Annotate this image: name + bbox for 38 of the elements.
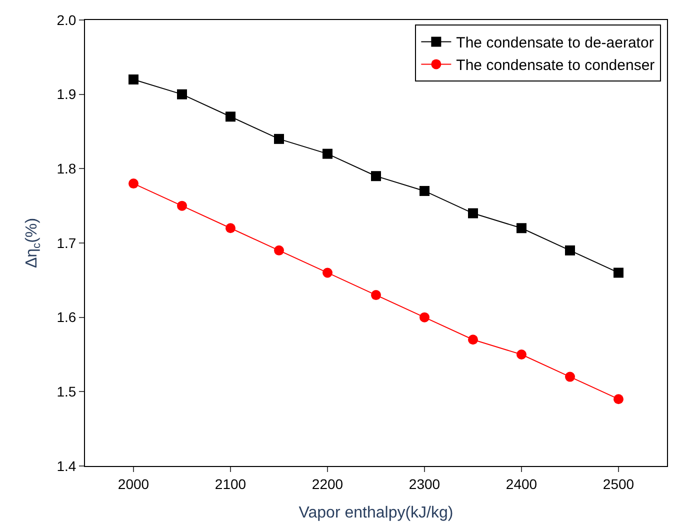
point bbox=[274, 245, 284, 256]
point bbox=[274, 134, 284, 144]
point bbox=[177, 200, 187, 211]
point bbox=[516, 223, 526, 234]
point bbox=[128, 74, 138, 84]
point bbox=[516, 350, 526, 360]
y-tick-label: 1.8 bbox=[56, 160, 76, 177]
point bbox=[565, 372, 575, 382]
point bbox=[420, 186, 430, 196]
point bbox=[322, 268, 332, 278]
y-tick-label: 1.4 bbox=[56, 458, 76, 474]
legend-label: The condensate to de-aerator bbox=[456, 34, 654, 52]
point bbox=[468, 334, 478, 345]
y-tick-label: 1.9 bbox=[56, 86, 76, 102]
x-tick-label: 2000 bbox=[118, 476, 150, 492]
point bbox=[614, 268, 624, 278]
y-tick-label: 2.0 bbox=[56, 12, 76, 28]
point bbox=[371, 290, 381, 300]
y-tick-label: 1.5 bbox=[56, 384, 76, 400]
point bbox=[226, 112, 236, 122]
y-tick-label: 1.6 bbox=[56, 309, 76, 326]
point bbox=[420, 312, 430, 322]
point bbox=[614, 394, 624, 404]
point bbox=[371, 171, 381, 182]
x-tick-label: 2200 bbox=[312, 476, 344, 492]
x-tick-label: 2300 bbox=[408, 476, 440, 492]
y-tick-label: 1.7 bbox=[56, 234, 76, 251]
point bbox=[322, 148, 332, 159]
x-axis-title: Vapor enthalpy(kJ/kg) bbox=[298, 504, 454, 522]
point bbox=[177, 89, 187, 100]
x-tick-label: 2400 bbox=[506, 476, 538, 492]
point bbox=[565, 245, 575, 256]
x-tick-label: 2500 bbox=[602, 476, 634, 492]
point bbox=[468, 208, 478, 218]
x-tick-label: 2100 bbox=[214, 476, 246, 492]
point bbox=[226, 223, 236, 234]
legend-label: The condensate to condenser bbox=[456, 57, 655, 74]
point bbox=[128, 178, 138, 189]
